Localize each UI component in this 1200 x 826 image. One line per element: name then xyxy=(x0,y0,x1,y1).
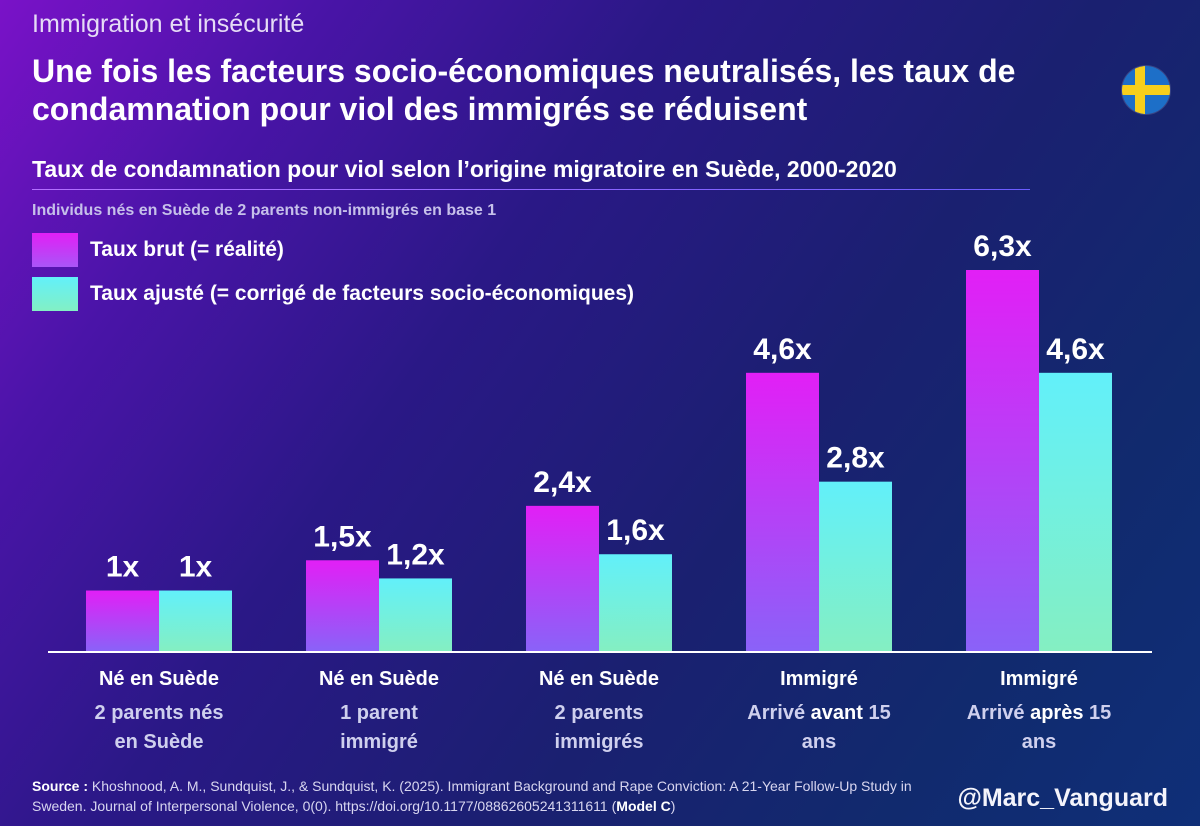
category-sublabel-3-2: immigrés xyxy=(555,731,644,753)
sweden-flag-icon xyxy=(1122,66,1170,114)
category-label-1: Né en Suède xyxy=(99,668,219,690)
legend-swatch-adjusted xyxy=(32,277,78,311)
source-text: Khoshnood, A. M., Sundquist, J., & Sundq… xyxy=(32,778,912,814)
bar-raw-4 xyxy=(746,372,819,651)
bar-raw-2 xyxy=(306,560,379,651)
data-label-adjusted-1: 1x xyxy=(179,551,213,584)
legend-item-adjusted: Taux ajusté (= corrigé de facteurs socio… xyxy=(32,274,832,314)
bar-raw-3 xyxy=(526,505,599,651)
page-title: Une fois les facteurs socio-économiques … xyxy=(32,53,1016,127)
data-label-raw-4: 4,6x xyxy=(753,333,812,366)
category-label-4: Immigré xyxy=(780,668,858,690)
bar-raw-5 xyxy=(966,270,1039,651)
category-sublabel-1-2: en Suède xyxy=(115,731,204,753)
legend-swatch-raw xyxy=(32,233,78,267)
category-sublabel-1-1: 2 parents nés xyxy=(95,702,224,724)
source-model: Model C xyxy=(616,798,671,814)
bar-adjusted-2 xyxy=(379,578,452,651)
category-sublabel-4-2: ans xyxy=(802,731,836,753)
category-sublabel-2-1: 1 parent xyxy=(340,702,418,724)
category-label-2: Né en Suède xyxy=(319,668,439,690)
category-sublabel-5-1: Arrivé après 15 xyxy=(967,702,1112,724)
category-label-3: Né en Suède xyxy=(539,668,659,690)
source-close: ) xyxy=(670,798,676,814)
chart-note: Individus nés en Suède de 2 parents non-… xyxy=(32,202,497,219)
legend-label-adjusted: Taux ajusté (= corrigé de facteurs socio… xyxy=(90,282,635,305)
title-divider xyxy=(32,189,1030,190)
topic-label: Immigration et insécurité xyxy=(32,10,305,38)
author-handle: @Marc_Vanguard xyxy=(957,784,1168,812)
data-label-raw-5: 6,3x xyxy=(973,230,1032,263)
category-sublabel-4-1: Arrivé avant 15 xyxy=(747,702,890,724)
data-label-raw-1: 1x xyxy=(106,551,140,584)
legend-label-raw: Taux brut (= réalité) xyxy=(90,238,284,261)
data-label-adjusted-3: 1,6x xyxy=(606,514,665,547)
source-label: Source : xyxy=(32,778,89,794)
bar-adjusted-5 xyxy=(1039,372,1112,651)
category-sublabel-3-1: 2 parents xyxy=(555,702,644,724)
chart-title: Taux de condamnation pour viol selon l’o… xyxy=(32,156,897,182)
source-citation: Source : Khoshnood, A. M., Sundquist, J.… xyxy=(32,776,912,816)
category-label-5: Immigré xyxy=(1000,668,1078,690)
bar-raw-1 xyxy=(86,590,159,651)
data-label-raw-2: 1,5x xyxy=(313,520,372,553)
data-label-adjusted-5: 4,6x xyxy=(1046,333,1105,366)
bar-adjusted-3 xyxy=(599,554,672,651)
legend-item-raw: Taux brut (= réalité) xyxy=(32,230,832,270)
category-sublabel-2-2: immigré xyxy=(340,731,418,753)
data-label-raw-3: 2,4x xyxy=(533,466,592,499)
data-label-adjusted-4: 2,8x xyxy=(826,442,885,475)
data-label-adjusted-2: 1,2x xyxy=(386,538,445,571)
bar-adjusted-4 xyxy=(819,481,892,651)
category-sublabel-5-2: ans xyxy=(1022,731,1056,753)
bar-adjusted-1 xyxy=(159,590,232,651)
